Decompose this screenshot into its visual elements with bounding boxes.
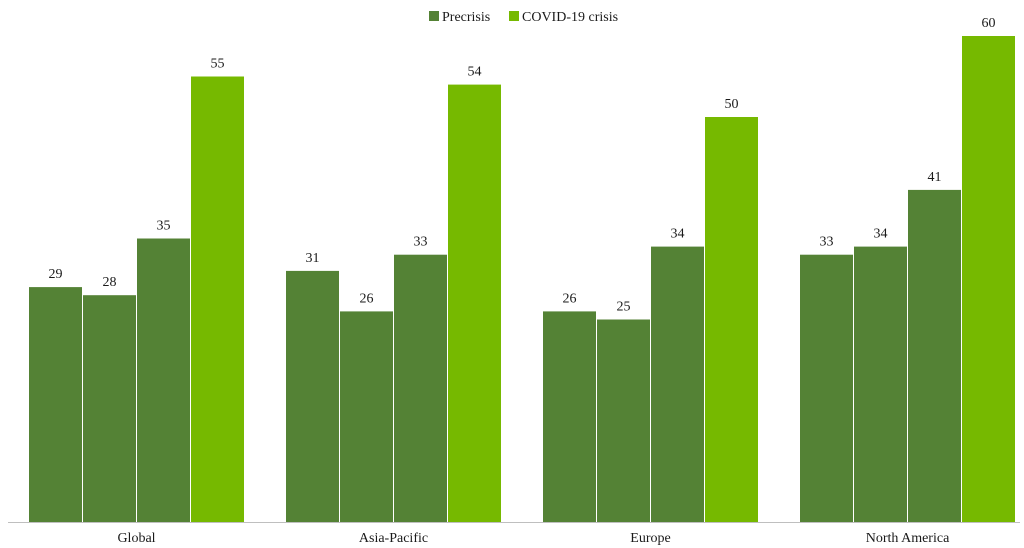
- bar-europe-1: [543, 311, 596, 522]
- bar-asia-pacific-2: [340, 311, 393, 522]
- bars-group: [29, 36, 1015, 522]
- legend: Precrisis COVID-19 crisis: [429, 10, 618, 25]
- bar-north-america-3: [908, 189, 961, 522]
- bar-asia-pacific-1: [286, 270, 339, 522]
- legend-swatch-1: [429, 11, 439, 21]
- data-label: 34: [874, 227, 888, 242]
- bar-global-3: [137, 238, 190, 522]
- legend-swatch-2: [509, 11, 519, 21]
- bar-europe-4: [705, 117, 758, 522]
- category-label: Asia-Pacific: [359, 531, 428, 546]
- legend-label-1: Precrisis: [442, 10, 490, 25]
- bar-asia-pacific-4: [448, 84, 501, 522]
- data-label: 31: [306, 251, 320, 266]
- bar-north-america-1: [800, 254, 853, 522]
- data-label: 25: [617, 300, 631, 315]
- data-label: 54: [468, 65, 482, 80]
- data-labels-group: 29 28 35 55 31 26 33 54 26 25 34 50 33 34 41 60: [49, 16, 996, 315]
- bar-north-america-4: [962, 36, 1015, 522]
- data-label: 34: [671, 227, 685, 242]
- data-label: 26: [360, 291, 374, 306]
- category-label: Global: [117, 531, 155, 546]
- data-label: 26: [563, 291, 577, 306]
- x-axis: Global Asia-Pacific Europe North America: [8, 522, 1020, 546]
- data-label: 35: [157, 219, 171, 234]
- legend-label-2: COVID-19 crisis: [522, 10, 618, 25]
- bar-global-4: [191, 76, 244, 522]
- data-label: 50: [725, 97, 739, 112]
- category-label: Europe: [630, 531, 670, 546]
- data-label: 29: [49, 267, 63, 282]
- data-label: 55: [211, 57, 225, 72]
- data-label: 28: [103, 275, 117, 290]
- bar-north-america-2: [854, 246, 907, 522]
- data-label: 60: [982, 16, 996, 31]
- bar-asia-pacific-3: [394, 254, 447, 522]
- data-label: 41: [928, 170, 942, 185]
- bar-global-1: [29, 287, 82, 522]
- bar-europe-3: [651, 246, 704, 522]
- data-label: 33: [820, 235, 834, 250]
- category-label: North America: [866, 531, 950, 546]
- data-label: 33: [414, 235, 428, 250]
- bar-global-2: [83, 295, 136, 522]
- bar-europe-2: [597, 319, 650, 522]
